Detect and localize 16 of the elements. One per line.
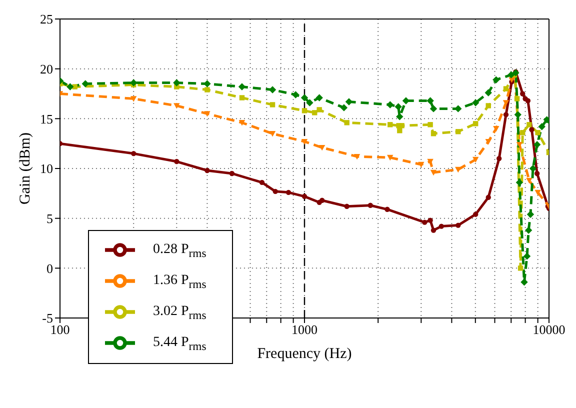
y-tick-label: -5 <box>42 310 53 326</box>
legend-label: 3.02 P$_{rms}$ <box>153 304 206 322</box>
legend-label: 1.36 P$_{rms}$ <box>153 273 206 292</box>
x-axis-title: Frequency (Hz) <box>257 346 352 362</box>
x-tick-label: 1000 <box>292 322 318 338</box>
y-tick-label: 15 <box>40 111 53 126</box>
legend-label: 0.28 P$_{rms}$ <box>153 242 206 260</box>
y-tick-label: 5 <box>46 210 53 226</box>
y-tick-label: 20 <box>40 61 53 76</box>
y-tick-label: 25 <box>40 12 53 27</box>
x-tick-label: 100 <box>50 322 70 338</box>
x-tick-label: 10000 <box>532 322 566 338</box>
y-tick-label: 10 <box>40 161 53 176</box>
y-axis-title: Gain (dBm) <box>17 132 34 205</box>
y-tick-label: 0 <box>46 260 53 276</box>
legend-label: 5.44 P$_{rms}$ <box>153 335 206 354</box>
